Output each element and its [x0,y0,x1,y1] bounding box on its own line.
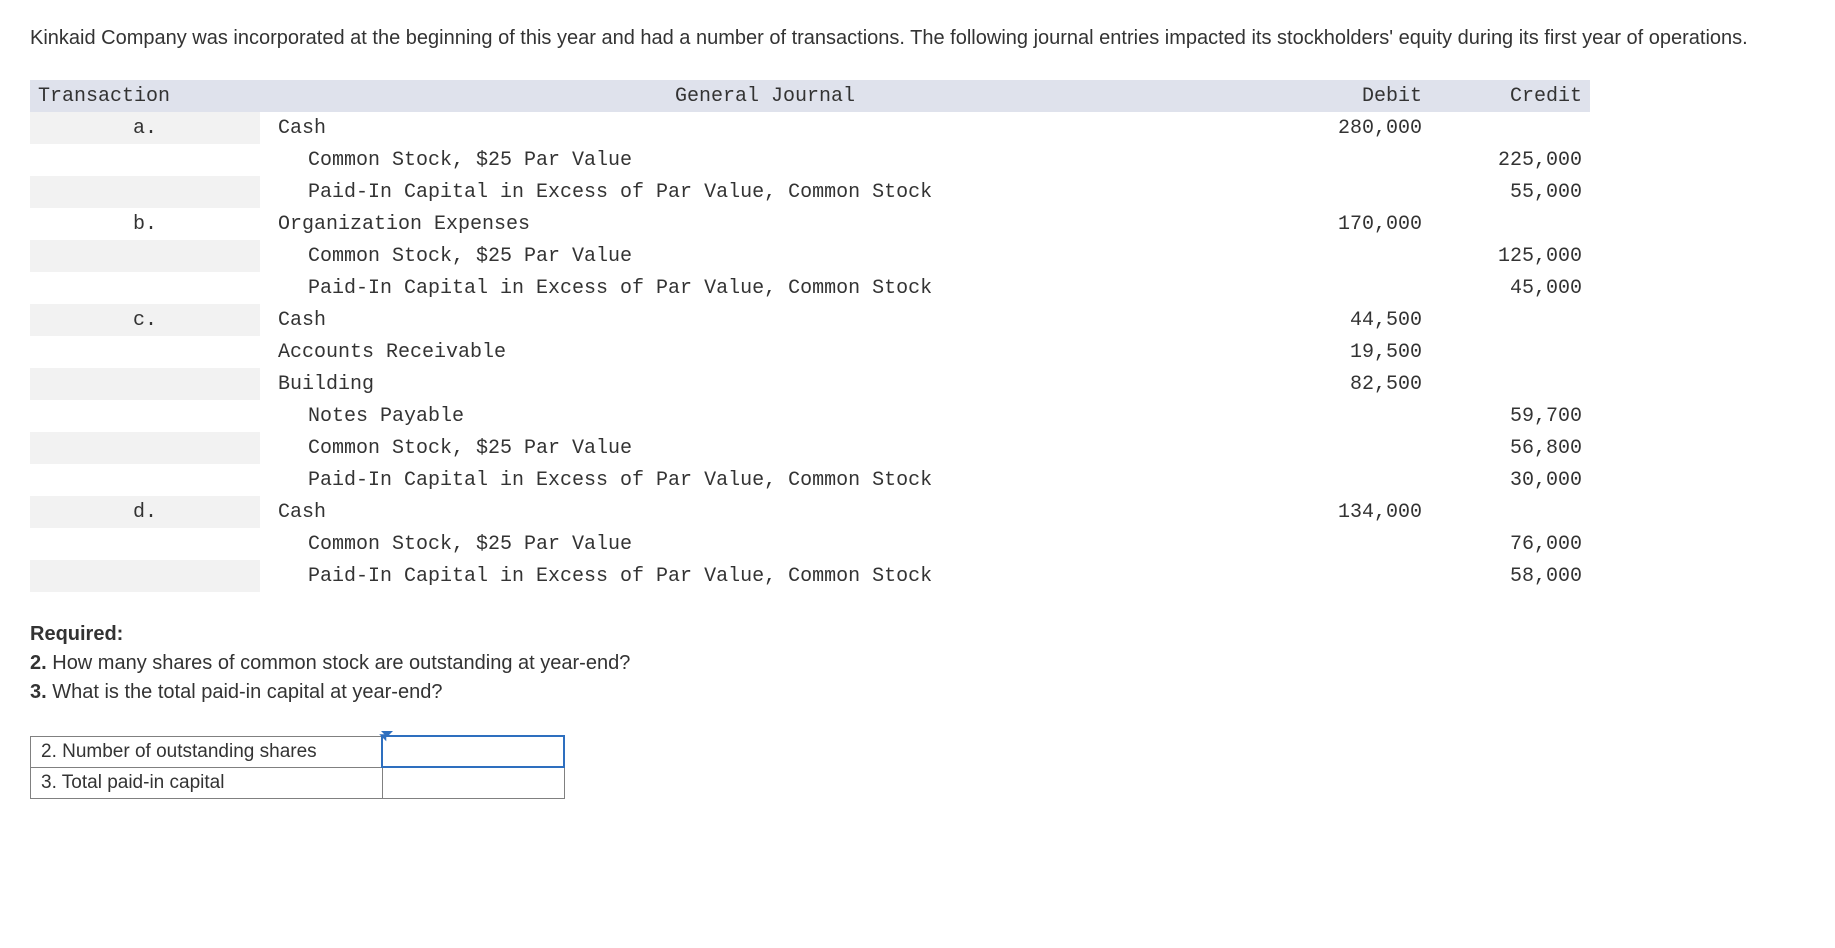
journal-row-account: Building [260,368,1270,400]
answer-row-label: 2. Number of outstanding shares [31,736,383,767]
answer-table: 2. Number of outstanding shares3. Total … [30,735,565,799]
total-paid-in-capital-input[interactable] [383,769,564,797]
journal-row-transaction: a. [30,112,260,144]
q2-text: How many shares of common stock are outs… [47,652,631,674]
journal-row-transaction: d. [30,496,260,528]
journal-row-debit: 19,500 [1270,336,1430,368]
journal-row-credit [1430,336,1590,368]
journal-row-account: Common Stock, $25 Par Value [260,240,1270,272]
journal-row-transaction [30,464,260,496]
journal-row-credit: 58,000 [1430,560,1590,592]
col-header-credit: Credit [1430,80,1590,112]
journal-row-credit [1430,112,1590,144]
journal-row-debit [1270,176,1430,208]
journal-row-credit: 225,000 [1430,144,1590,176]
journal-row-transaction [30,560,260,592]
journal-row-credit: 76,000 [1430,528,1590,560]
journal-row-credit [1430,368,1590,400]
journal-row-transaction [30,272,260,304]
journal-row-transaction: c. [30,304,260,336]
journal-row-debit: 134,000 [1270,496,1430,528]
journal-row-credit: 56,800 [1430,432,1590,464]
journal-row-transaction [30,368,260,400]
journal-row-debit [1270,464,1430,496]
journal-row-transaction [30,176,260,208]
journal-row-credit: 30,000 [1430,464,1590,496]
journal-row-account: Common Stock, $25 Par Value [260,528,1270,560]
journal-row-account: Accounts Receivable [260,336,1270,368]
answer-row-label: 3. Total paid-in capital [31,767,383,798]
journal-row-account: Cash [260,112,1270,144]
journal-row-transaction [30,144,260,176]
journal-row-credit [1430,208,1590,240]
col-header-debit: Debit [1270,80,1430,112]
problem-intro: Kinkaid Company was incorporated at the … [30,24,1805,52]
col-header-general-journal: General Journal [260,80,1270,112]
journal-row-account: Cash [260,496,1270,528]
journal-row-account: Organization Expenses [260,208,1270,240]
required-heading: Required: [30,623,123,645]
journal-row-debit [1270,560,1430,592]
journal-row-transaction [30,336,260,368]
journal-row-debit: 44,500 [1270,304,1430,336]
journal-row-transaction: b. [30,208,260,240]
journal-row-account: Common Stock, $25 Par Value [260,432,1270,464]
journal-row-credit: 45,000 [1430,272,1590,304]
journal-row-credit: 55,000 [1430,176,1590,208]
answer-row-input-cell[interactable] [382,767,564,798]
answer-row-input-cell[interactable] [382,736,564,767]
journal-row-account: Common Stock, $25 Par Value [260,144,1270,176]
journal-row-transaction [30,400,260,432]
journal-row-account: Paid-In Capital in Excess of Par Value, … [260,464,1270,496]
q3-number: 3. [30,681,47,703]
journal-row-debit [1270,432,1430,464]
journal-row-debit [1270,240,1430,272]
journal-row-debit [1270,528,1430,560]
journal-row-credit: 125,000 [1430,240,1590,272]
q2-number: 2. [30,652,47,674]
journal-row-debit [1270,272,1430,304]
general-journal-table: Transaction General Journal Debit Credit… [30,80,1590,592]
journal-row-account: Paid-In Capital in Excess of Par Value, … [260,272,1270,304]
q3-text: What is the total paid-in capital at yea… [47,681,443,703]
journal-row-debit: 82,500 [1270,368,1430,400]
journal-row-transaction [30,240,260,272]
journal-row-account: Paid-In Capital in Excess of Par Value, … [260,176,1270,208]
journal-row-debit [1270,400,1430,432]
outstanding-shares-input[interactable] [383,738,563,766]
journal-row-debit: 170,000 [1270,208,1430,240]
required-section: Required: 2. How many shares of common s… [30,620,1805,707]
journal-row-account: Paid-In Capital in Excess of Par Value, … [260,560,1270,592]
journal-row-debit: 280,000 [1270,112,1430,144]
journal-row-debit [1270,144,1430,176]
col-header-transaction: Transaction [30,80,260,112]
journal-row-transaction [30,528,260,560]
journal-row-credit [1430,304,1590,336]
journal-row-credit [1430,496,1590,528]
journal-row-credit: 59,700 [1430,400,1590,432]
journal-row-account: Cash [260,304,1270,336]
journal-row-account: Notes Payable [260,400,1270,432]
journal-row-transaction [30,432,260,464]
